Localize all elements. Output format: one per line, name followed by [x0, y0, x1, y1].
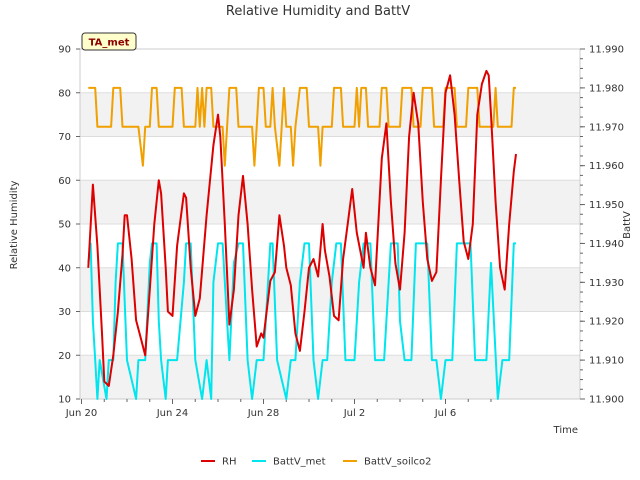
- legend-label-battv_met: BattV_met: [273, 457, 326, 468]
- right-tick-label: 11.950: [589, 200, 624, 211]
- left-tick-label: 10: [58, 395, 71, 406]
- x-tick-label: Jul 2: [343, 408, 366, 419]
- x-tick-label: Jun 20: [65, 408, 98, 419]
- x-tick-label: Jul 6: [434, 408, 457, 419]
- plot-band: [80, 355, 580, 399]
- left-tick-label: 80: [58, 88, 71, 99]
- plot-band: [80, 224, 580, 268]
- left-axis-label: Relative Humidity: [9, 181, 20, 270]
- right-tick-label: 11.960: [589, 161, 624, 172]
- series-line-battv_soilco2: [88, 86, 516, 167]
- right-tick-label: 11.980: [589, 83, 624, 94]
- plot-band: [80, 49, 580, 93]
- left-tick-label: 60: [58, 176, 71, 187]
- left-tick-label: 50: [58, 220, 71, 231]
- chart-title: Relative Humidity and BattV: [226, 4, 410, 19]
- plot-band: [80, 92, 580, 137]
- site-badge: TA_met: [81, 32, 137, 51]
- left-tick-label: 40: [58, 263, 71, 274]
- right-tick-label: 11.900: [589, 395, 624, 406]
- series-line-rh: [87, 69, 517, 387]
- right-tick-label: 11.940: [589, 239, 624, 250]
- x-tick-label: Jun 24: [156, 408, 189, 419]
- right-axis-ticks: 11.900 11.910 11.920 11.930 11.940 11.950 11.9…: [580, 45, 624, 406]
- left-axis-ticks: 10 20 30 40 50 60 70 80 90: [58, 45, 80, 406]
- left-tick-label: 20: [58, 351, 71, 362]
- series-layer: [87, 69, 517, 400]
- x-axis-ticks: Jun 20 Jun 24 Jun 28 Jul 2 Jul 6: [65, 399, 492, 419]
- series-line-battv_met: [87, 242, 516, 400]
- legend: RH BattV_met BattV_soilco2: [201, 457, 432, 468]
- site-badge-box: [81, 32, 137, 51]
- x-axis-label: Time: [553, 425, 578, 436]
- right-tick-label: 11.920: [589, 317, 624, 328]
- legend-label-battv_soilco2: BattV_soilco2: [364, 457, 432, 468]
- right-tick-label: 11.910: [589, 356, 624, 367]
- legend-label-rh: RH: [222, 457, 236, 468]
- left-tick-label: 70: [58, 132, 71, 143]
- right-tick-label: 11.930: [589, 278, 624, 289]
- plot-band: [80, 136, 580, 181]
- x-tick-label: Jun 28: [247, 408, 280, 419]
- left-tick-label: 90: [58, 45, 71, 56]
- right-tick-label: 11.970: [589, 122, 624, 133]
- right-tick-label: 11.990: [589, 45, 624, 56]
- left-tick-label: 30: [58, 307, 71, 318]
- site-badge-label: TA_met: [89, 38, 130, 49]
- right-axis-label: BattV: [622, 211, 633, 239]
